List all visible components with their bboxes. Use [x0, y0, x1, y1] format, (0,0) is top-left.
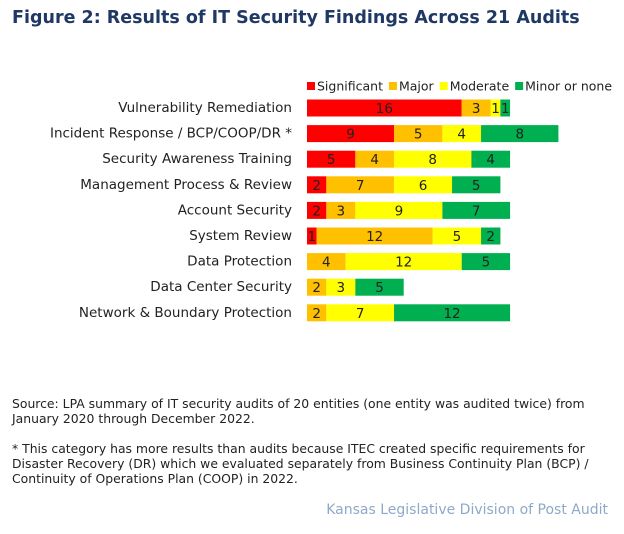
bar-segment [326, 176, 395, 194]
data-label: 2 [312, 178, 321, 194]
bar-segment [432, 227, 482, 245]
data-label: 5 [482, 255, 491, 271]
bar-segment [307, 227, 317, 245]
bar-segment [326, 278, 356, 296]
bar-segment [461, 253, 511, 271]
bar-segment [394, 125, 443, 143]
category-label: Incident Response / BCP/COOP/DR * [50, 126, 292, 142]
data-label: 1 [308, 229, 317, 245]
bar-segment [326, 201, 356, 219]
legend-swatch [388, 82, 397, 90]
data-label: 12 [366, 229, 383, 245]
source-note: Source: LPA summary of IT security audit… [12, 396, 585, 426]
data-label: 12 [395, 255, 412, 271]
bar-segment [452, 176, 501, 194]
data-label: 9 [395, 203, 404, 219]
category-label: Account Security [178, 202, 292, 218]
data-label: 7 [356, 178, 365, 194]
category-label: Security Awareness Training [102, 151, 292, 167]
bar-segment [442, 125, 482, 143]
bar-segment [481, 227, 501, 245]
data-label: 2 [312, 203, 321, 219]
data-label: 5 [472, 178, 481, 194]
legend-label: Moderate [450, 79, 510, 94]
bar-segment [490, 99, 501, 117]
data-label: 3 [337, 203, 346, 219]
data-label: 8 [428, 152, 437, 168]
data-label: 9 [346, 127, 355, 143]
data-label: 5 [375, 280, 384, 296]
category-label: System Review [189, 228, 292, 244]
category-label: Data Protection [187, 254, 292, 270]
category-label: Vulnerability Remediation [118, 100, 292, 116]
data-label: 2 [312, 306, 321, 322]
data-label: 4 [370, 152, 379, 168]
bar-segment [394, 304, 511, 322]
bar-segment [394, 176, 453, 194]
bar-segment [500, 99, 511, 117]
bar-segment [307, 176, 327, 194]
bar-segment [307, 125, 395, 143]
bar-segment [471, 150, 511, 168]
category-label: Management Process & Review [80, 177, 292, 193]
data-label: 12 [443, 306, 460, 322]
bar-segment [316, 227, 433, 245]
bar-segment [307, 253, 346, 271]
bar-segment [326, 304, 395, 322]
data-label: 1 [491, 101, 500, 117]
bar-segment [442, 201, 511, 219]
data-label: 1 [501, 101, 510, 117]
bar-segment [307, 304, 327, 322]
legend-swatch [439, 82, 448, 90]
bar-segment [481, 125, 559, 143]
data-label: 7 [472, 203, 481, 219]
bar-segment [345, 253, 462, 271]
bar-segment [355, 201, 443, 219]
bar-segment [355, 278, 404, 296]
legend-label: Significant [317, 79, 383, 94]
data-label: 6 [419, 178, 428, 194]
legend-label: Major [399, 79, 435, 94]
chart-title: Figure 2: Results of IT Security Finding… [12, 8, 580, 28]
data-label: 3 [337, 280, 346, 296]
category-label: Network & Boundary Protection [79, 305, 292, 321]
legend-swatch [515, 82, 524, 90]
bar-segment [355, 150, 395, 168]
legend-swatch [307, 82, 315, 90]
data-label: 16 [376, 101, 393, 117]
bar-segment [307, 99, 462, 117]
legend-label: Minor or none [525, 79, 612, 94]
data-label: 5 [453, 229, 462, 245]
category-label: Data Center Security [150, 279, 292, 295]
data-label: 4 [486, 152, 495, 168]
data-label: 8 [515, 127, 524, 143]
data-label: 2 [312, 280, 321, 296]
bar-segment [394, 150, 472, 168]
data-label: 4 [457, 127, 466, 143]
bar-segment [307, 150, 356, 168]
footnote: * This category has more results than au… [12, 441, 589, 486]
data-label: 4 [322, 255, 331, 271]
data-label: 5 [327, 152, 336, 168]
data-label: 2 [486, 229, 495, 245]
data-label: 3 [472, 101, 481, 117]
bar-segment [307, 278, 327, 296]
bar-segment [461, 99, 491, 117]
credit: Kansas Legislative Division of Post Audi… [326, 502, 608, 518]
data-label: 7 [356, 306, 365, 322]
data-label: 5 [414, 127, 423, 143]
bar-segment [307, 201, 327, 219]
chart: Significant Major Moderate Minor or none Vul… [50, 79, 612, 322]
